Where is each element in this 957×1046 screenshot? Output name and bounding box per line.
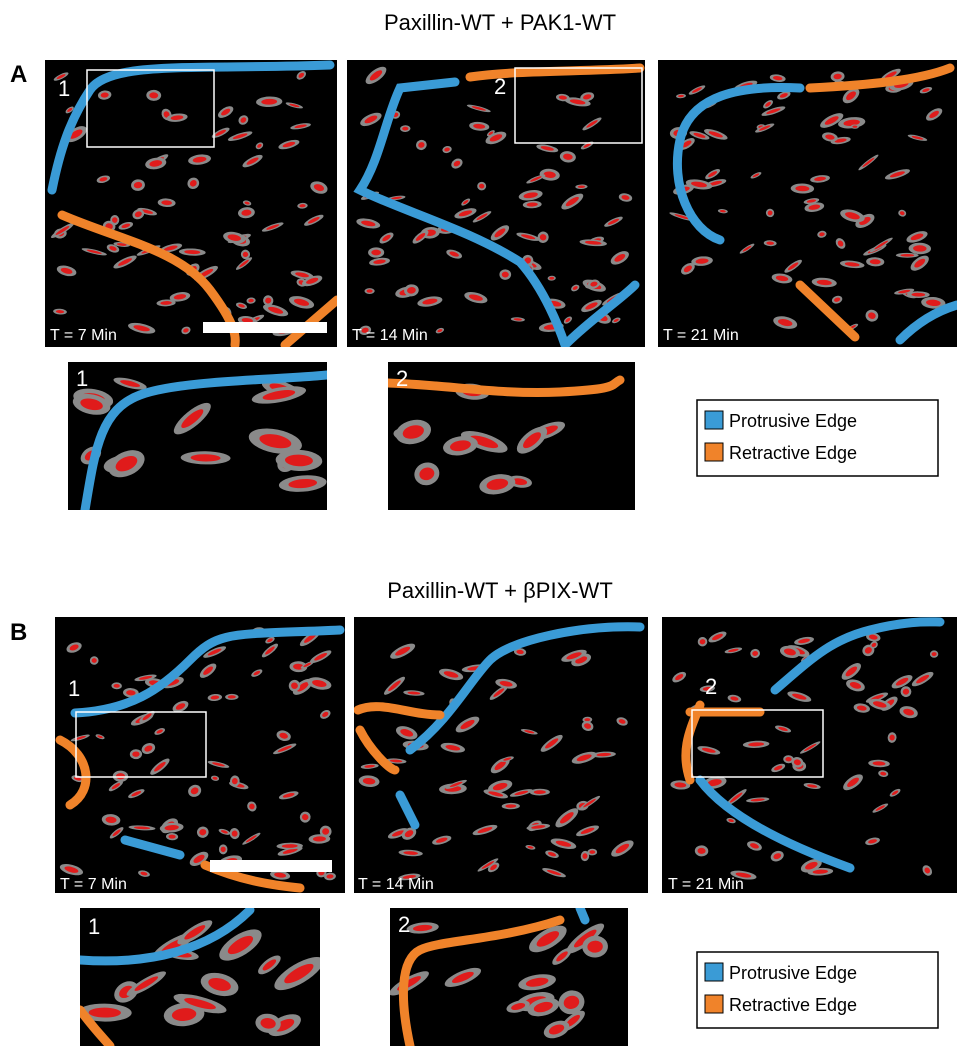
region-label: 1 [88,914,100,939]
panel-title: Paxillin-WT + PAK1-WT [384,10,616,35]
region-label: 2 [396,366,408,391]
time-label: T = 14 Min [352,327,428,344]
figure: Paxillin-WT + PAK1-WT A Paxillin-WT + βP… [0,0,957,1046]
region-label: 1 [58,76,70,101]
micrograph [388,362,635,510]
region-label: 2 [494,74,506,99]
panel-title: Paxillin-WT + βPIX-WT [387,578,613,603]
scale-bar [203,322,327,333]
legend-swatch [705,411,723,429]
time-label: T = 21 Min [663,327,739,344]
region-label: 1 [76,366,88,391]
micrograph [658,60,957,347]
adhesion-core [367,289,373,292]
panel-letter: B [10,619,27,646]
legend-label: Protrusive Edge [729,411,857,431]
region-label: 1 [68,676,80,701]
region-label: 2 [705,674,717,699]
time-label: T = 7 Min [50,327,117,344]
micrograph [78,908,328,1046]
panel-letter: A [10,61,27,88]
micrograph [662,617,957,893]
time-label: T = 7 Min [60,876,127,893]
image-background [55,617,345,893]
legend-label: Retractive Edge [729,995,857,1015]
legend-label: Protrusive Edge [729,963,857,983]
legend-swatch [705,963,723,981]
time-label: T = 14 Min [358,876,434,893]
time-label: T = 21 Min [668,876,744,893]
adhesion-core [221,847,226,852]
micrograph [386,908,628,1046]
micrograph [68,362,327,510]
legend-label: Retractive Edge [729,443,857,463]
images [45,60,957,1046]
scale-bar [210,860,332,872]
legend-swatch [705,995,723,1013]
region-label: 2 [398,912,410,937]
micrograph [354,617,648,893]
cell-edge [580,908,585,920]
legend-swatch [705,443,723,461]
micrograph [45,60,337,347]
micrograph [55,617,345,893]
micrograph [347,60,645,347]
